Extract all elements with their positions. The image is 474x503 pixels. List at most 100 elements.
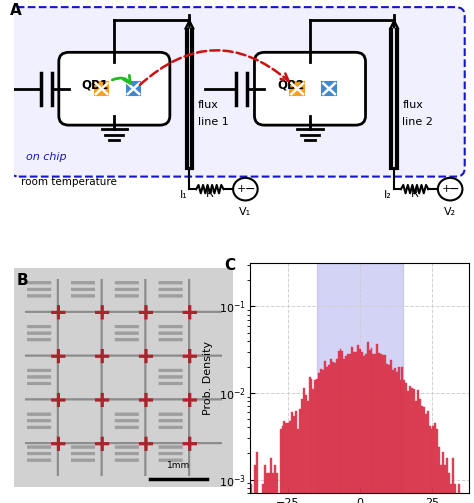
Bar [291,82,304,95]
Bar [262,484,264,503]
Bar [307,401,309,503]
Bar [339,350,341,503]
Bar [314,380,316,503]
Bar [417,390,419,503]
Bar [413,389,415,503]
Text: room temperature: room temperature [21,177,117,187]
Bar [380,354,382,503]
Bar [320,369,322,503]
Circle shape [438,178,463,200]
Bar [305,395,307,503]
Bar [446,458,448,503]
Text: line 1: line 1 [198,117,228,127]
Bar [373,354,374,503]
Bar [95,82,109,95]
Text: I₂: I₂ [384,190,392,200]
Bar [407,391,409,503]
Bar [444,465,446,503]
Bar [317,263,403,493]
Bar [285,424,287,503]
Bar [318,373,320,503]
Bar [349,354,351,503]
Text: flux: flux [402,101,423,111]
Bar [353,353,355,503]
Text: +: + [441,184,451,194]
Bar [297,429,299,503]
Bar [376,344,378,503]
Bar [409,386,411,503]
Bar [334,363,336,503]
Bar [371,348,373,503]
Circle shape [233,178,258,200]
Bar [299,409,301,503]
Bar [355,352,357,503]
Bar [255,465,256,503]
Bar [357,345,359,503]
Bar [274,465,276,503]
FancyBboxPatch shape [59,52,170,125]
Bar [359,349,361,503]
Bar [127,82,140,95]
Bar [282,426,283,503]
FancyBboxPatch shape [9,7,465,177]
Bar [326,367,328,503]
Text: V₁: V₁ [239,207,251,217]
Bar [289,421,291,503]
Bar [278,499,280,503]
Bar [442,452,444,503]
Bar [469,499,471,503]
Bar [400,380,401,503]
Bar [293,416,295,503]
Bar [322,82,336,95]
Bar [440,465,442,503]
Bar [256,452,258,503]
Bar [344,359,346,503]
Text: +: + [237,184,246,194]
Bar [471,484,473,503]
Text: A: A [9,3,21,18]
Bar [384,355,386,503]
Bar [351,347,353,503]
Bar [473,499,474,503]
Text: line 2: line 2 [402,117,433,127]
Text: R: R [411,189,419,199]
Bar [415,401,417,503]
Bar [303,388,305,503]
Bar [330,359,332,503]
Bar [401,367,403,503]
Text: C: C [224,258,236,273]
Bar [272,473,274,503]
Bar [448,473,450,503]
Text: V₂: V₂ [444,207,456,217]
Bar [423,407,425,503]
Bar [266,473,268,503]
Bar [276,473,278,503]
Bar [332,362,334,503]
Bar [421,405,423,503]
Text: I₁: I₁ [179,190,187,200]
Bar [361,353,363,503]
Bar [396,372,398,503]
Text: −: − [449,183,459,196]
Bar [280,429,282,503]
Bar [301,398,303,503]
Bar [378,353,380,503]
Bar [405,383,407,503]
Bar [438,447,440,503]
Bar [427,410,428,503]
Bar [295,410,297,503]
Bar [434,424,436,503]
Bar [450,484,452,503]
Bar [428,426,430,503]
Bar [245,499,246,503]
Bar [310,379,312,503]
Bar [403,380,405,503]
Bar [324,361,326,503]
Bar [363,357,365,503]
Bar [328,365,330,503]
Bar [264,465,266,503]
Text: B: B [17,273,28,288]
Bar [365,354,367,503]
Bar [398,367,400,503]
Bar [268,473,270,503]
